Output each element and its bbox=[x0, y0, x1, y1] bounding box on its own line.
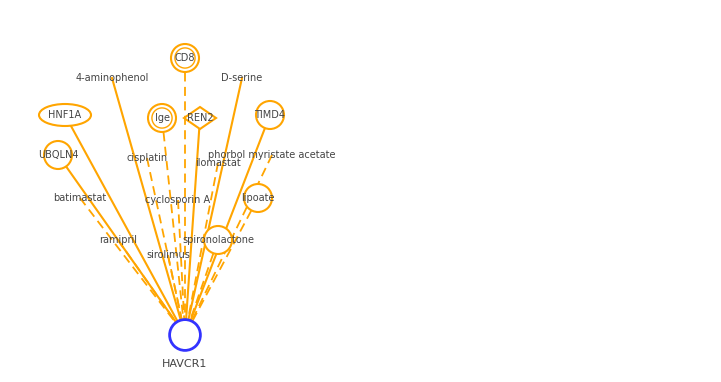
Text: HNF1A: HNF1A bbox=[48, 110, 81, 120]
Text: cyclosporin A: cyclosporin A bbox=[146, 195, 211, 205]
Text: REN2: REN2 bbox=[187, 113, 213, 123]
Text: UBQLN4: UBQLN4 bbox=[37, 150, 79, 160]
Ellipse shape bbox=[39, 104, 91, 126]
Text: sirolimus: sirolimus bbox=[146, 250, 190, 260]
Text: batimastat: batimastat bbox=[53, 193, 107, 203]
Ellipse shape bbox=[148, 104, 176, 132]
Ellipse shape bbox=[171, 44, 199, 72]
Text: Ige: Ige bbox=[154, 113, 169, 123]
Text: cisplatin: cisplatin bbox=[126, 153, 167, 163]
Text: D-serine: D-serine bbox=[221, 73, 262, 83]
Text: lipoate: lipoate bbox=[242, 193, 275, 203]
Text: 4-aminophenol: 4-aminophenol bbox=[75, 73, 149, 83]
Ellipse shape bbox=[256, 101, 284, 129]
Text: phorbol myristate acetate: phorbol myristate acetate bbox=[208, 150, 336, 160]
Ellipse shape bbox=[244, 184, 272, 212]
Ellipse shape bbox=[204, 226, 232, 254]
Text: ilomastat: ilomastat bbox=[195, 158, 241, 168]
Polygon shape bbox=[184, 107, 216, 129]
Ellipse shape bbox=[44, 141, 72, 169]
Text: CD8: CD8 bbox=[174, 53, 195, 63]
Ellipse shape bbox=[169, 320, 200, 350]
Text: HAVCR1: HAVCR1 bbox=[162, 359, 208, 369]
Text: spironolactone: spironolactone bbox=[182, 235, 254, 245]
Text: ramipril: ramipril bbox=[99, 235, 137, 245]
Text: TIMD4: TIMD4 bbox=[255, 110, 286, 120]
